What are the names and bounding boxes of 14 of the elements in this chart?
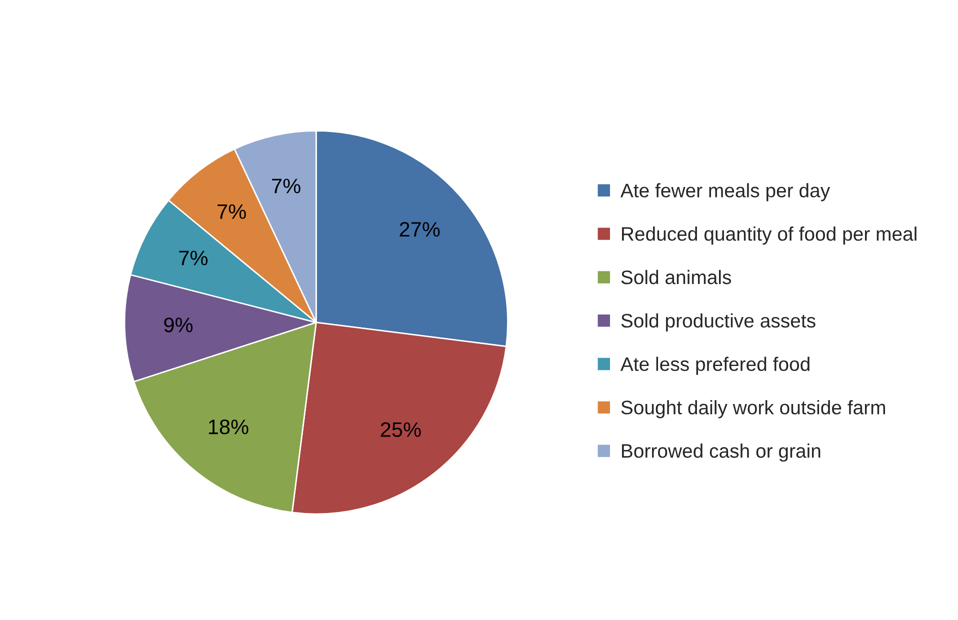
data-label: 27% <box>400 222 440 237</box>
legend-label: Reduced quantity of food per meal <box>622 226 916 245</box>
data-label: 7% <box>218 204 246 219</box>
legend-label: Ate less prefered food <box>620 356 810 375</box>
data-label: 18% <box>208 420 248 434</box>
data-label: 7% <box>272 178 300 194</box>
legend-label: Sold animals <box>621 270 732 284</box>
legend-label: Sold productive assets <box>621 313 816 332</box>
data-label: 7% <box>179 250 208 266</box>
data-label: 9% <box>164 318 193 332</box>
data-label: 25% <box>380 422 421 437</box>
legend-label: Ate fewer meals per day <box>620 183 830 202</box>
legend-label: Sought daily work outside farm <box>621 400 886 418</box>
legend-label: Borrowed cash or grain <box>622 444 820 462</box>
